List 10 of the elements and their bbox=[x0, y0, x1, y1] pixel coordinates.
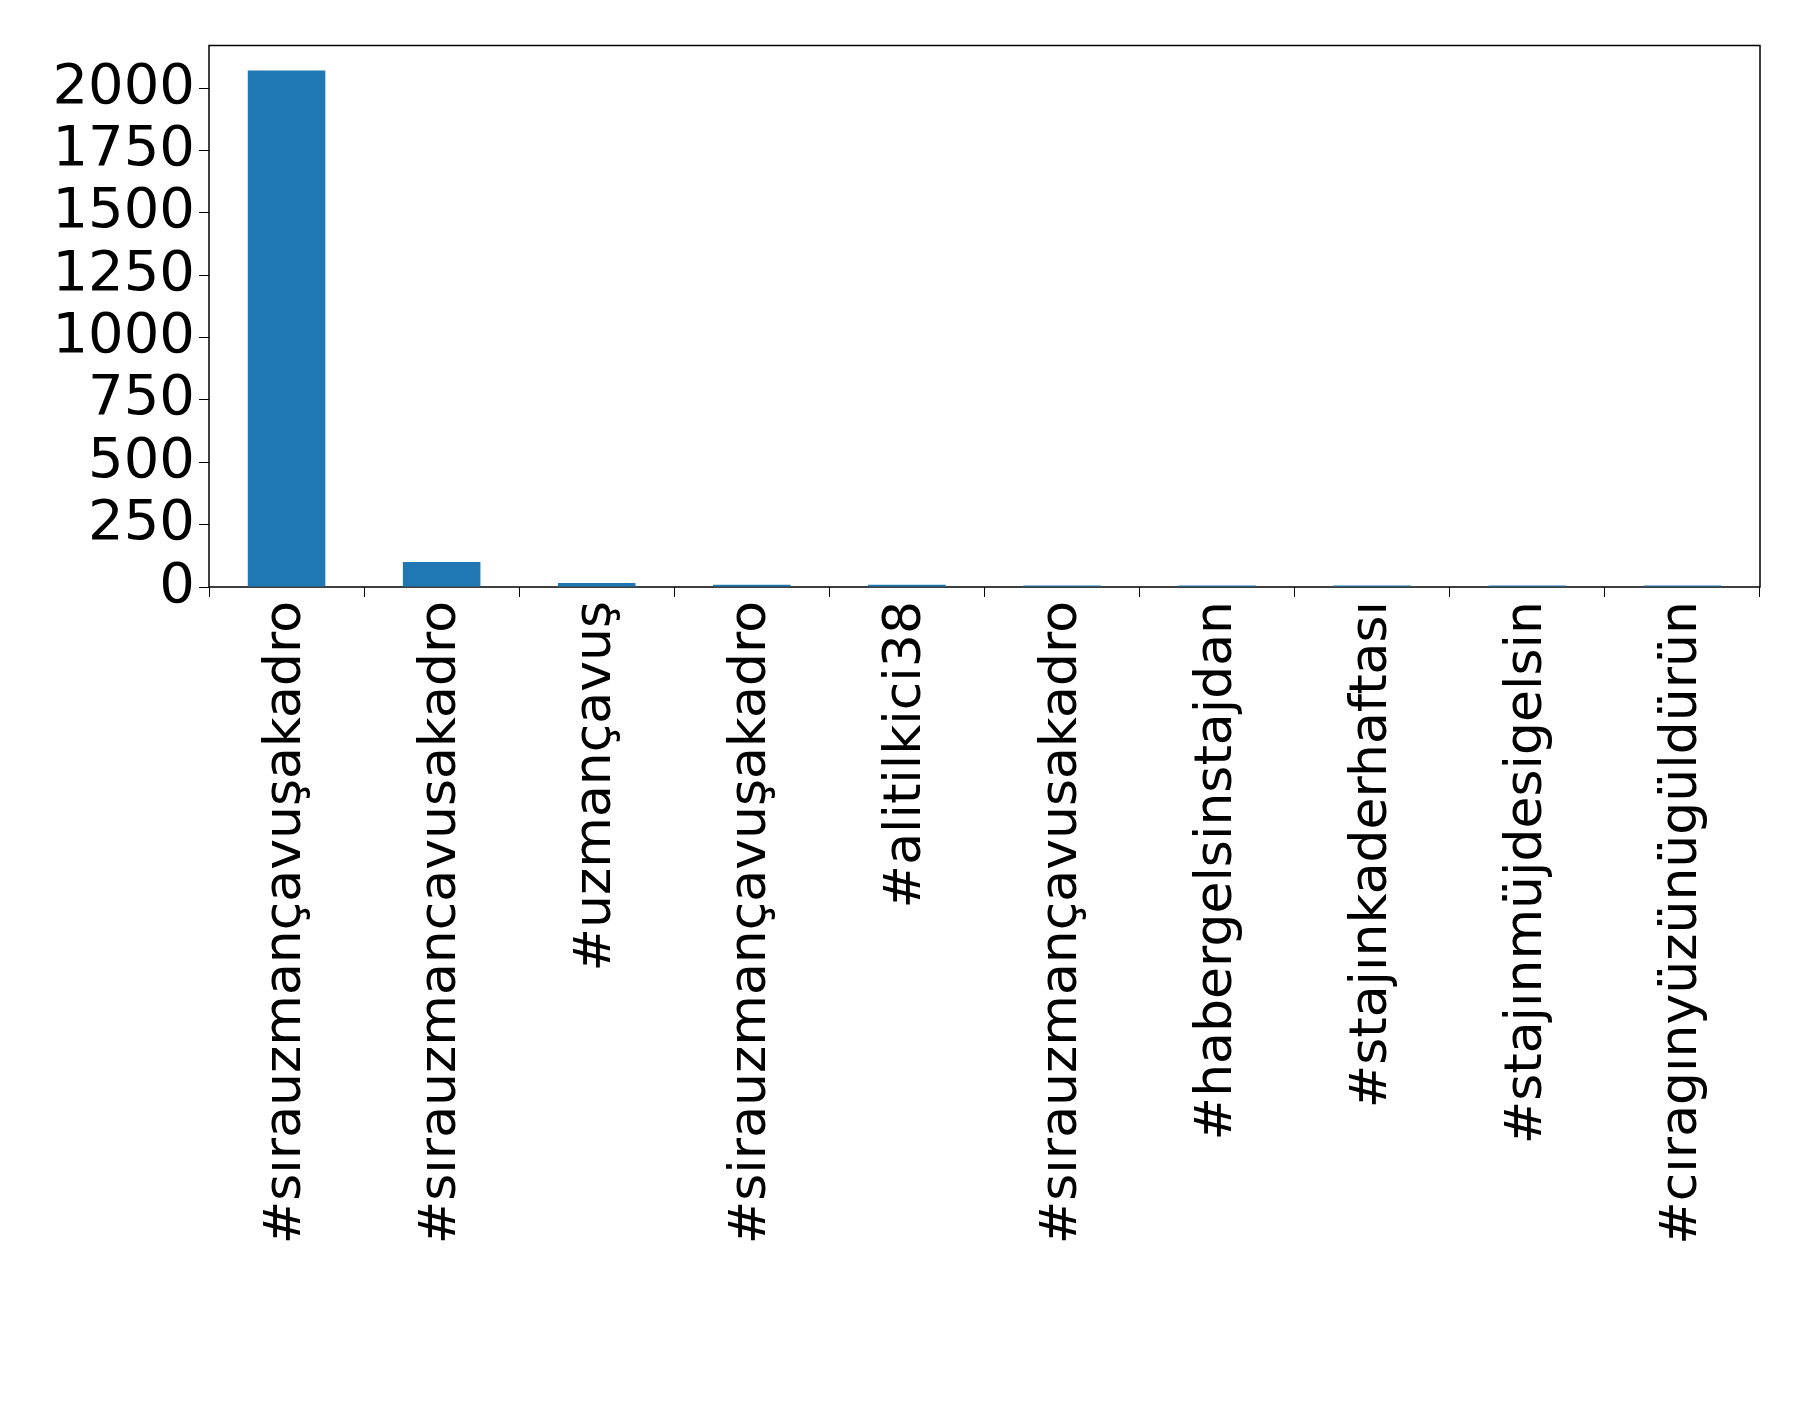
x-tick-label: #habergelsinstajdan bbox=[1182, 601, 1243, 1141]
x-tick-label: #stajınkaderhaftası bbox=[1337, 601, 1398, 1109]
x-tick-label: #sırauzmancavusakadro bbox=[407, 601, 468, 1245]
x-tick-label: #cıragınyüzünügüldürün bbox=[1647, 601, 1708, 1245]
x-tick-label: #stajınmüjdesigelsin bbox=[1492, 601, 1553, 1145]
x-tick-label: #alitilkici38 bbox=[872, 601, 933, 909]
x-tick-label: #sirauzmançavuşakadro bbox=[717, 601, 778, 1245]
x-tick-label: #sırauzmançavuşakadro bbox=[252, 601, 313, 1245]
x-tick-label: #uzmançavuş bbox=[562, 601, 623, 972]
x-tick-label: #sırauzmançavusakadro bbox=[1027, 601, 1088, 1245]
